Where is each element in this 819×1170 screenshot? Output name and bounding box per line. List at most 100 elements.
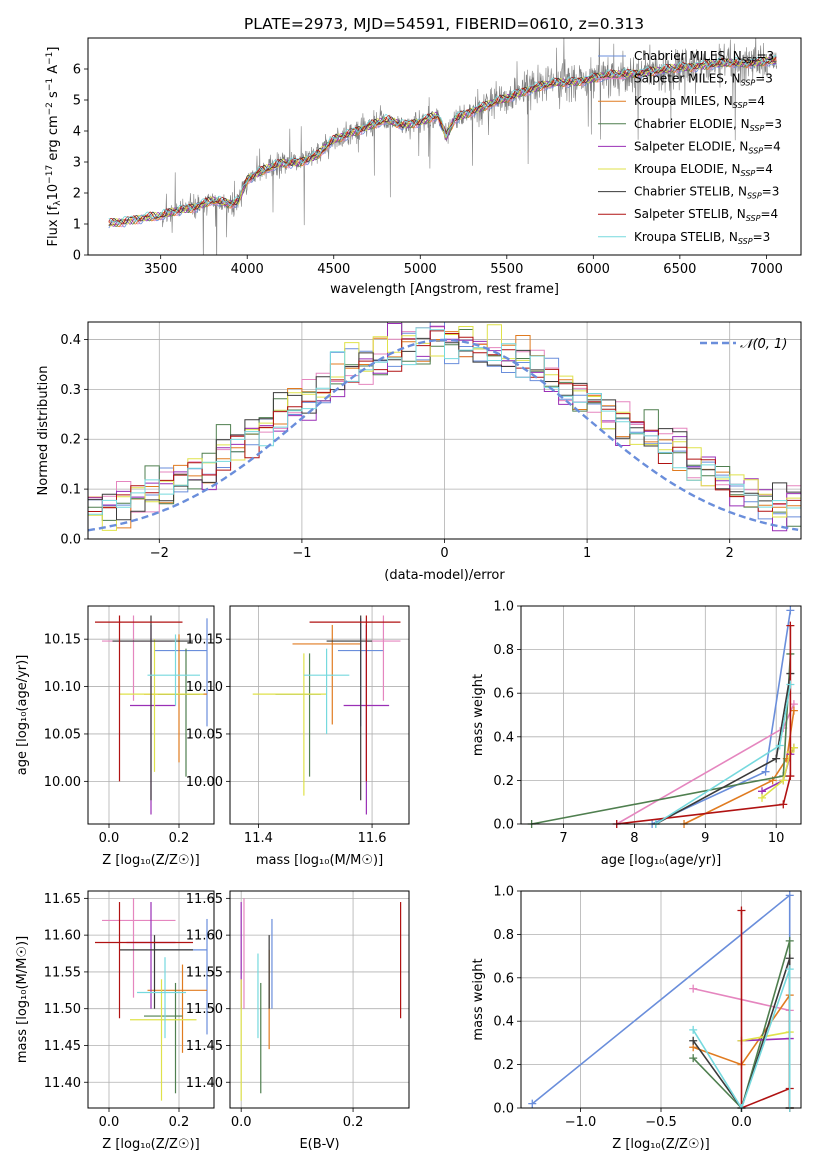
legend-nssp-sub: SSP — [738, 237, 753, 246]
x-tick-label: 0.2 — [169, 831, 190, 846]
legend-label: Kroupa STELIB, NSSP=3 — [634, 230, 770, 246]
x-tick-label: 0.0 — [231, 1115, 252, 1130]
weight-marker-chabrier_miles — [785, 891, 794, 900]
x-tick-label: −1 — [292, 546, 311, 561]
x-tick-label: 3500 — [144, 262, 177, 277]
y-axis-label: age [log₁₀(age/yr)] — [15, 655, 30, 776]
weight-marker-kroupa_stelib — [775, 741, 784, 750]
weight-marker-kroupa_elodie — [758, 793, 767, 802]
y-tick-label: 11.65 — [186, 892, 223, 907]
panel-age_vs_mass: 11.4 11.6 10.00 10.05 10.10 10.15 mass [log₁₀(… — [186, 605, 410, 868]
legend-nssp-sub: SSP — [741, 169, 756, 178]
weight-line-kroupa_stelib — [692, 968, 791, 1110]
y-tick-label: 0.2 — [493, 774, 514, 789]
y-axis-label: Flux [fλ10−17 erg cm−2 s−1 A−1] — [45, 47, 63, 247]
y-tick-label: 10.00 — [44, 775, 81, 790]
y-axis-label-part: −1 — [45, 78, 55, 91]
y-tick-label: 0.1 — [60, 483, 81, 498]
y-tick-label: 10.00 — [186, 775, 223, 790]
y-tick-label: 11.40 — [44, 1076, 81, 1091]
legend-label: Chabrier ELODIE, NSSP=3 — [634, 117, 782, 133]
weight-marker-kroupa_miles — [789, 706, 798, 715]
axes-frame — [229, 605, 410, 825]
y-tick-label: 11.50 — [44, 1002, 81, 1017]
legend-nssp: N — [739, 139, 748, 153]
y-tick-label: 3 — [73, 156, 81, 171]
x-axis-label: Z [log₁₀(Z/Z☉)] — [102, 1137, 199, 1152]
x-tick-label: 7000 — [750, 262, 783, 277]
legend-label: Salpeter STELIB, NSSP=4 — [634, 207, 778, 223]
legend-nssp-sub: SSP — [741, 79, 756, 88]
y-tick-label: 11.50 — [186, 1002, 223, 1017]
legend-nssp-value: =3 — [762, 185, 780, 199]
axes-frame — [87, 605, 215, 825]
x-axis-label: E(B-V) — [299, 1137, 339, 1152]
y-axis-label-part: −1 — [45, 52, 55, 65]
y-tick-label: 10.10 — [44, 680, 81, 695]
x-tick-label: 5000 — [404, 262, 437, 277]
panel-residual_hist: −2 −1 0 1 2 0.0 0.1 0.2 0.3 0.4 (data-model)/error… — [36, 321, 802, 583]
x-tick-label: 0.2 — [343, 1115, 364, 1130]
y-axis-label-part: 10 — [46, 184, 61, 201]
legend: 𝒩(0, 1) — [700, 337, 787, 352]
axes-frame — [87, 890, 215, 1109]
y-axis-label-part: −2 — [45, 102, 55, 115]
weight-marker-salpeter_miles — [689, 984, 698, 993]
model-kroupa_stelib — [108, 55, 777, 225]
plot-area — [252, 615, 401, 815]
axes-frame — [87, 37, 802, 256]
y-tick-label: 1.0 — [493, 600, 514, 615]
legend-nssp: N — [733, 49, 742, 63]
y-tick-label: 11.55 — [44, 965, 81, 980]
y-axis-label: Normed distribution — [36, 366, 51, 496]
y-axis-label-part: ] — [46, 47, 61, 52]
legend-nssp-sub: SSP — [748, 146, 763, 155]
y-tick-label: 11.60 — [186, 929, 223, 944]
legend-nssp-value: =3 — [753, 230, 771, 244]
legend-nssp: N — [741, 117, 750, 131]
weight-marker-salpeter_stelib — [779, 800, 788, 809]
y-tick-label: 11.45 — [44, 1039, 81, 1054]
y-tick-label: 0.6 — [493, 971, 514, 986]
x-axis-label: Z [log₁₀(Z/Z☉)] — [612, 1137, 709, 1152]
x-tick-label: −1.0 — [565, 1115, 597, 1130]
y-tick-label: 11.55 — [186, 965, 223, 980]
legend-nssp: N — [732, 72, 741, 86]
x-tick-label: 10 — [768, 831, 785, 846]
y-tick-label: 0.4 — [60, 333, 81, 348]
legend-nssp-value: =4 — [755, 162, 773, 176]
legend: Chabrier MILES, NSSP=3 Salpeter MILES, NS… — [598, 49, 782, 246]
legend-label: Chabrier STELIB, NSSP=3 — [634, 185, 779, 201]
y-tick-label: 1.0 — [493, 885, 514, 900]
y-tick-label: 10.05 — [44, 727, 81, 742]
plot-area — [528, 891, 794, 1112]
y-tick-label: 11.45 — [186, 1039, 223, 1054]
x-tick-label: 7 — [559, 831, 567, 846]
y-axis-label: mass weight — [471, 958, 486, 1040]
legend-nssp-sub: SSP — [733, 101, 748, 110]
legend-nssp: N — [724, 94, 733, 108]
x-tick-label: 1 — [583, 546, 591, 561]
plot-area — [240, 898, 402, 1101]
x-tick-label: 11.4 — [244, 831, 273, 846]
x-tick-label: −2 — [150, 546, 169, 561]
y-tick-label: 0.0 — [493, 818, 514, 833]
x-tick-label: 9 — [701, 831, 709, 846]
x-tick-label: 6000 — [577, 262, 610, 277]
legend-nssp-value: =3 — [756, 49, 774, 63]
normal-curve — [88, 338, 799, 532]
y-tick-label: 4 — [73, 125, 81, 140]
y-tick-label: 1 — [73, 218, 81, 233]
legend-nssp-sub: SSP — [750, 124, 765, 133]
plot-area — [108, 38, 777, 255]
x-tick-label: 0.2 — [169, 1115, 190, 1130]
y-tick-label: 0 — [73, 249, 81, 264]
y-axis-label-part: erg cm — [46, 115, 61, 164]
weight-marker-chabrier_miles — [761, 767, 770, 776]
legend-nssp-sub: SSP — [746, 214, 761, 223]
x-tick-label: 8 — [630, 831, 638, 846]
x-tick-label: 0.0 — [99, 1115, 120, 1130]
x-tick-label: 4500 — [317, 262, 350, 277]
y-tick-label: 11.65 — [44, 892, 81, 907]
